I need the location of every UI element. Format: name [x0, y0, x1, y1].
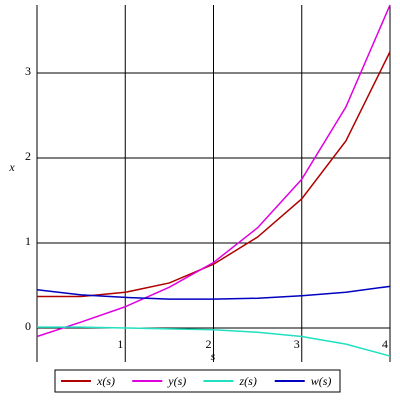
series-line [37, 326, 391, 357]
y-tick-label: 2 [25, 149, 31, 163]
legend-label: z(s) [239, 374, 257, 388]
x-tick-label: 4 [382, 337, 388, 351]
legend-label: w(s) [311, 374, 332, 388]
y-tick-label: 1 [25, 234, 31, 248]
series-line [36, 4, 391, 338]
y-axis-label: x [8, 160, 15, 174]
legend-label: y(s) [167, 374, 186, 388]
y-tick-label: 3 [25, 64, 31, 78]
series-line [36, 285, 391, 300]
legend-label: x(s) [96, 374, 115, 388]
x-tick-label: 2 [206, 337, 212, 351]
x-tick-label: 3 [294, 337, 300, 351]
y-tick-label: 0 [25, 319, 31, 333]
x-tick-label: 1 [117, 337, 123, 351]
legend-box [54, 369, 341, 393]
